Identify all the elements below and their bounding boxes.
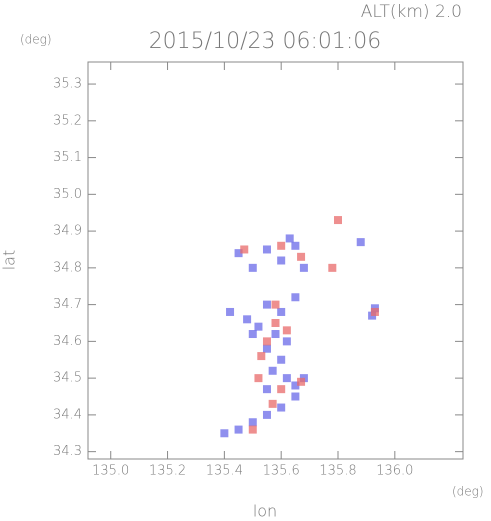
point: [271, 330, 280, 339]
point: [234, 425, 243, 434]
y-tick-label: 34.5: [53, 371, 82, 386]
point: [262, 344, 271, 353]
point: [243, 315, 252, 324]
point: [282, 337, 291, 346]
point: [277, 385, 286, 394]
y-tick-label: 34.6: [53, 334, 82, 349]
point: [277, 307, 286, 316]
point: [262, 300, 271, 309]
point: [248, 418, 257, 427]
y-tick-label: 35.3: [53, 77, 82, 92]
point: [297, 377, 306, 386]
point: [240, 245, 249, 254]
point: [271, 300, 280, 309]
x-tick-label: 136.0: [376, 464, 413, 479]
x-tick-label: 135.0: [92, 464, 129, 479]
y-tick-label: 34.3: [53, 444, 82, 459]
point: [282, 326, 291, 335]
point: [277, 403, 286, 412]
subtitle: ALT(km) 2.0: [361, 2, 462, 22]
plot-frame: [87, 61, 464, 460]
x-tick-label: 135.2: [149, 464, 186, 479]
y-tick-label: 34.8: [53, 260, 82, 275]
y-tick-label: 35.0: [53, 187, 82, 202]
point: [277, 355, 286, 364]
point: [248, 263, 257, 272]
y-tick-label: 34.9: [53, 224, 82, 239]
point: [277, 241, 286, 250]
point: [234, 249, 243, 258]
point: [248, 330, 257, 339]
point: [254, 374, 263, 383]
point: [285, 234, 294, 243]
point: [299, 263, 308, 272]
chart-title: 2015/10/23 06:01:06: [149, 29, 382, 54]
point: [248, 425, 257, 434]
point: [291, 293, 300, 302]
point: [254, 322, 263, 331]
y-unit: (deg): [20, 33, 52, 47]
point: [268, 399, 277, 408]
point: [262, 410, 271, 419]
point: [291, 241, 300, 250]
x-tick-label: 135.6: [263, 464, 300, 479]
point: [262, 245, 271, 254]
y-axis-label: lat: [0, 250, 19, 271]
point: [220, 429, 229, 438]
point: [262, 337, 271, 346]
point: [271, 318, 280, 327]
x-tick-label: 135.8: [319, 464, 356, 479]
y-tick-label: 35.2: [53, 113, 82, 128]
y-tick-label: 35.1: [53, 150, 82, 165]
point: [291, 381, 300, 390]
point: [268, 366, 277, 375]
x-unit: (deg): [452, 485, 484, 499]
x-axis-label: lon: [253, 502, 277, 521]
y-tick-label: 34.7: [53, 297, 82, 312]
point: [297, 252, 306, 261]
point: [262, 385, 271, 394]
point: [282, 374, 291, 383]
point: [370, 307, 379, 316]
y-tick-label: 34.4: [53, 407, 82, 422]
point: [291, 392, 300, 401]
point: [226, 307, 235, 316]
point: [277, 256, 286, 265]
point: [334, 216, 342, 225]
x-tick-label: 135.4: [206, 464, 243, 479]
point: [257, 352, 266, 361]
point: [356, 238, 365, 247]
point: [328, 263, 337, 272]
